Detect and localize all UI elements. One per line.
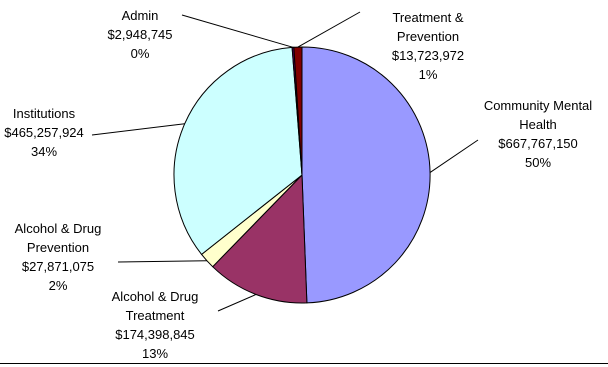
leader-lines <box>91 11 479 312</box>
pie-slices <box>173 46 431 304</box>
data-label: Institutions $465,257,924 34% <box>4 106 84 159</box>
leader-line <box>181 14 294 48</box>
bottom-border <box>0 363 608 364</box>
pie-slice-alcohol-drug-treatment <box>211 173 308 304</box>
leader-line <box>297 11 361 48</box>
leader-line <box>217 294 257 312</box>
slice-labels: Community Mental Health $667,767,150 50% Alc… <box>4 8 592 361</box>
leader-line <box>429 139 479 173</box>
data-label: Admin $2,948,745 0% <box>107 8 172 61</box>
leader-line <box>117 260 207 263</box>
data-label: Treatment & Prevention $13,723,972 1% <box>392 10 464 82</box>
data-label: Alcohol & Drug Treatment $174,398,845 13% <box>112 289 199 361</box>
data-label: Community Mental Health $667,767,150 50% <box>484 98 592 170</box>
leader-line <box>91 123 185 136</box>
data-label: Alcohol & Drug Prevention $27,871,075 2% <box>15 221 102 293</box>
pie-slice-community-mental-health <box>301 46 431 304</box>
